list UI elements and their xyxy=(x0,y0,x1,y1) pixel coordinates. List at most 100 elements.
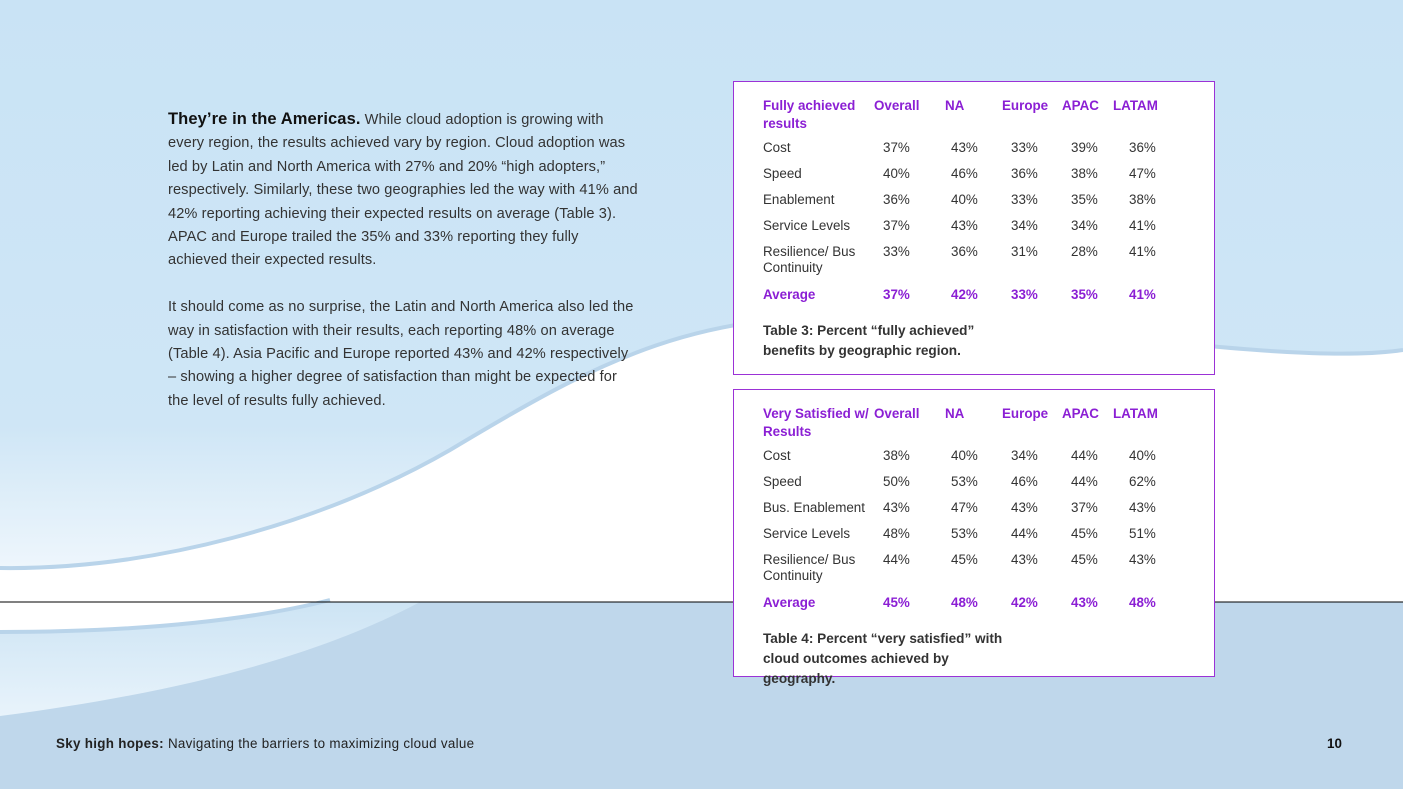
table-cell: 36% xyxy=(1011,166,1038,181)
row-label: Service Levels xyxy=(763,526,851,541)
table-row: Cost 38% 40% 34% 44% 40% xyxy=(763,448,1181,474)
table-3-box: Fully achieved results Overall NA Europe APA… xyxy=(733,81,1215,375)
table-cell: 40% xyxy=(951,448,978,463)
table-cell: 43% xyxy=(1011,500,1038,515)
table-cell: 43% xyxy=(951,218,978,233)
column-header: APAC xyxy=(1062,98,1099,113)
table-cell: 37% xyxy=(1071,500,1098,515)
table-4: Very Satisfied w/ Results Overall NA Europe… xyxy=(763,405,1181,689)
average-cell: 42% xyxy=(1011,595,1038,610)
table-cell: 46% xyxy=(1011,474,1038,489)
table-cell: 45% xyxy=(1071,552,1098,567)
table-row: Speed 40% 46% 36% 38% 47% xyxy=(763,166,1181,192)
table-cell: 53% xyxy=(951,526,978,541)
table-cell: 34% xyxy=(1011,218,1038,233)
table-cell: 33% xyxy=(883,244,910,259)
page-number: 10 xyxy=(1327,736,1342,751)
table-average-row: Average 37% 42% 33% 35% 41% xyxy=(763,287,1181,313)
table-cell: 44% xyxy=(1011,526,1038,541)
table-cell: 43% xyxy=(951,140,978,155)
table-cell: 36% xyxy=(883,192,910,207)
table-caption: Table 3: Percent “fully achieved” benefi… xyxy=(763,323,975,358)
table-row: Service Levels 37% 43% 34% 34% 41% xyxy=(763,218,1181,244)
column-header: APAC xyxy=(1062,406,1099,421)
table-header-row: Very Satisfied w/ Results Overall NA Europe… xyxy=(763,405,1181,441)
table-cell: 47% xyxy=(951,500,978,515)
footer-title-bold: Sky high hopes: xyxy=(56,736,164,751)
table-cell: 51% xyxy=(1129,526,1156,541)
intro-paragraph-2: It should come as no surprise, the Latin… xyxy=(168,299,634,409)
table-cell: 38% xyxy=(1129,192,1156,207)
table-row: Resilience/ Bus Continuity 33% 36% 31% 28% 41… xyxy=(763,244,1181,287)
table-cell: 34% xyxy=(1071,218,1098,233)
footer-title: Sky high hopes: Navigating the barriers … xyxy=(56,736,474,751)
column-header: LATAM xyxy=(1113,406,1158,421)
table-row: Speed 50% 53% 46% 44% 62% xyxy=(763,474,1181,500)
table-cell: 33% xyxy=(1011,192,1038,207)
average-cell: 48% xyxy=(951,595,978,610)
column-header: LATAM xyxy=(1113,98,1158,113)
table-4-box: Very Satisfied w/ Results Overall NA Europe… xyxy=(733,389,1215,686)
table-cell: 44% xyxy=(1071,474,1098,489)
table-cell: 37% xyxy=(883,140,910,155)
column-header: Europe xyxy=(1002,98,1049,113)
table-cell: 53% xyxy=(951,474,978,489)
row-label: Cost xyxy=(763,448,791,463)
table-cell: 36% xyxy=(951,244,978,259)
table-cell: 47% xyxy=(1129,166,1156,181)
average-cell: 37% xyxy=(883,287,910,302)
intro-lead: They’re in the Americas. xyxy=(168,110,361,128)
table-cell: 38% xyxy=(1071,166,1098,181)
table-cell: 41% xyxy=(1129,244,1156,259)
row-label: Service Levels xyxy=(763,218,851,233)
average-cell: 42% xyxy=(951,287,978,302)
average-cell: 35% xyxy=(1071,287,1098,302)
column-header: Very Satisfied w/ Results xyxy=(763,406,869,439)
table-3: Fully achieved results Overall NA Europe APA… xyxy=(763,97,1181,361)
intro-paragraph-1: They’re in the Americas. While cloud ado… xyxy=(168,108,638,273)
average-cell: 41% xyxy=(1129,287,1156,302)
average-cell: 33% xyxy=(1011,287,1038,302)
table-cell: 28% xyxy=(1071,244,1098,259)
table-cell: 37% xyxy=(883,218,910,233)
table-average-row: Average 45% 48% 42% 43% 48% xyxy=(763,595,1181,621)
table-cell: 44% xyxy=(883,552,910,567)
table-row: Resilience/ Bus Continuity 44% 45% 43% 45% 43… xyxy=(763,552,1181,595)
average-cell: 48% xyxy=(1129,595,1156,610)
table-cell: 40% xyxy=(1129,448,1156,463)
intro-body-1: While cloud adoption is growing with eve… xyxy=(168,112,638,269)
row-label: Bus. Enablement xyxy=(763,500,865,515)
table-cell: 45% xyxy=(951,552,978,567)
footer-title-rest: Navigating the barriers to maximizing cl… xyxy=(163,736,475,751)
column-header: Europe xyxy=(1002,406,1049,421)
table-caption: Table 4: Percent “very satisfied” with c… xyxy=(763,631,1003,686)
table-cell: 45% xyxy=(1071,526,1098,541)
table-cell: 31% xyxy=(1011,244,1038,259)
table-row: Service Levels 48% 53% 44% 45% 51% xyxy=(763,526,1181,552)
row-label: Resilience/ Bus Continuity xyxy=(763,552,856,583)
column-header: Overall xyxy=(874,98,920,113)
table-cell: 43% xyxy=(1129,500,1156,515)
table-row: Enablement 36% 40% 33% 35% 38% xyxy=(763,192,1181,218)
table-cell: 41% xyxy=(1129,218,1156,233)
table-cell: 38% xyxy=(883,448,910,463)
row-label: Enablement xyxy=(763,192,835,207)
table-cell: 40% xyxy=(883,166,910,181)
table-cell: 33% xyxy=(1011,140,1038,155)
column-header: NA xyxy=(945,98,965,113)
table-cell: 43% xyxy=(883,500,910,515)
table-cell: 40% xyxy=(951,192,978,207)
table-cell: 44% xyxy=(1071,448,1098,463)
row-label: Cost xyxy=(763,140,791,155)
table-row: Cost 37% 43% 33% 39% 36% xyxy=(763,140,1181,166)
table-cell: 35% xyxy=(1071,192,1098,207)
column-header: NA xyxy=(945,406,965,421)
average-label: Average xyxy=(763,287,816,302)
table-header-row: Fully achieved results Overall NA Europe APA… xyxy=(763,97,1181,133)
average-cell: 43% xyxy=(1071,595,1098,610)
table-cell: 39% xyxy=(1071,140,1098,155)
table-cell: 36% xyxy=(1129,140,1156,155)
table-cell: 43% xyxy=(1011,552,1038,567)
table-cell: 48% xyxy=(883,526,910,541)
table-cell: 43% xyxy=(1129,552,1156,567)
